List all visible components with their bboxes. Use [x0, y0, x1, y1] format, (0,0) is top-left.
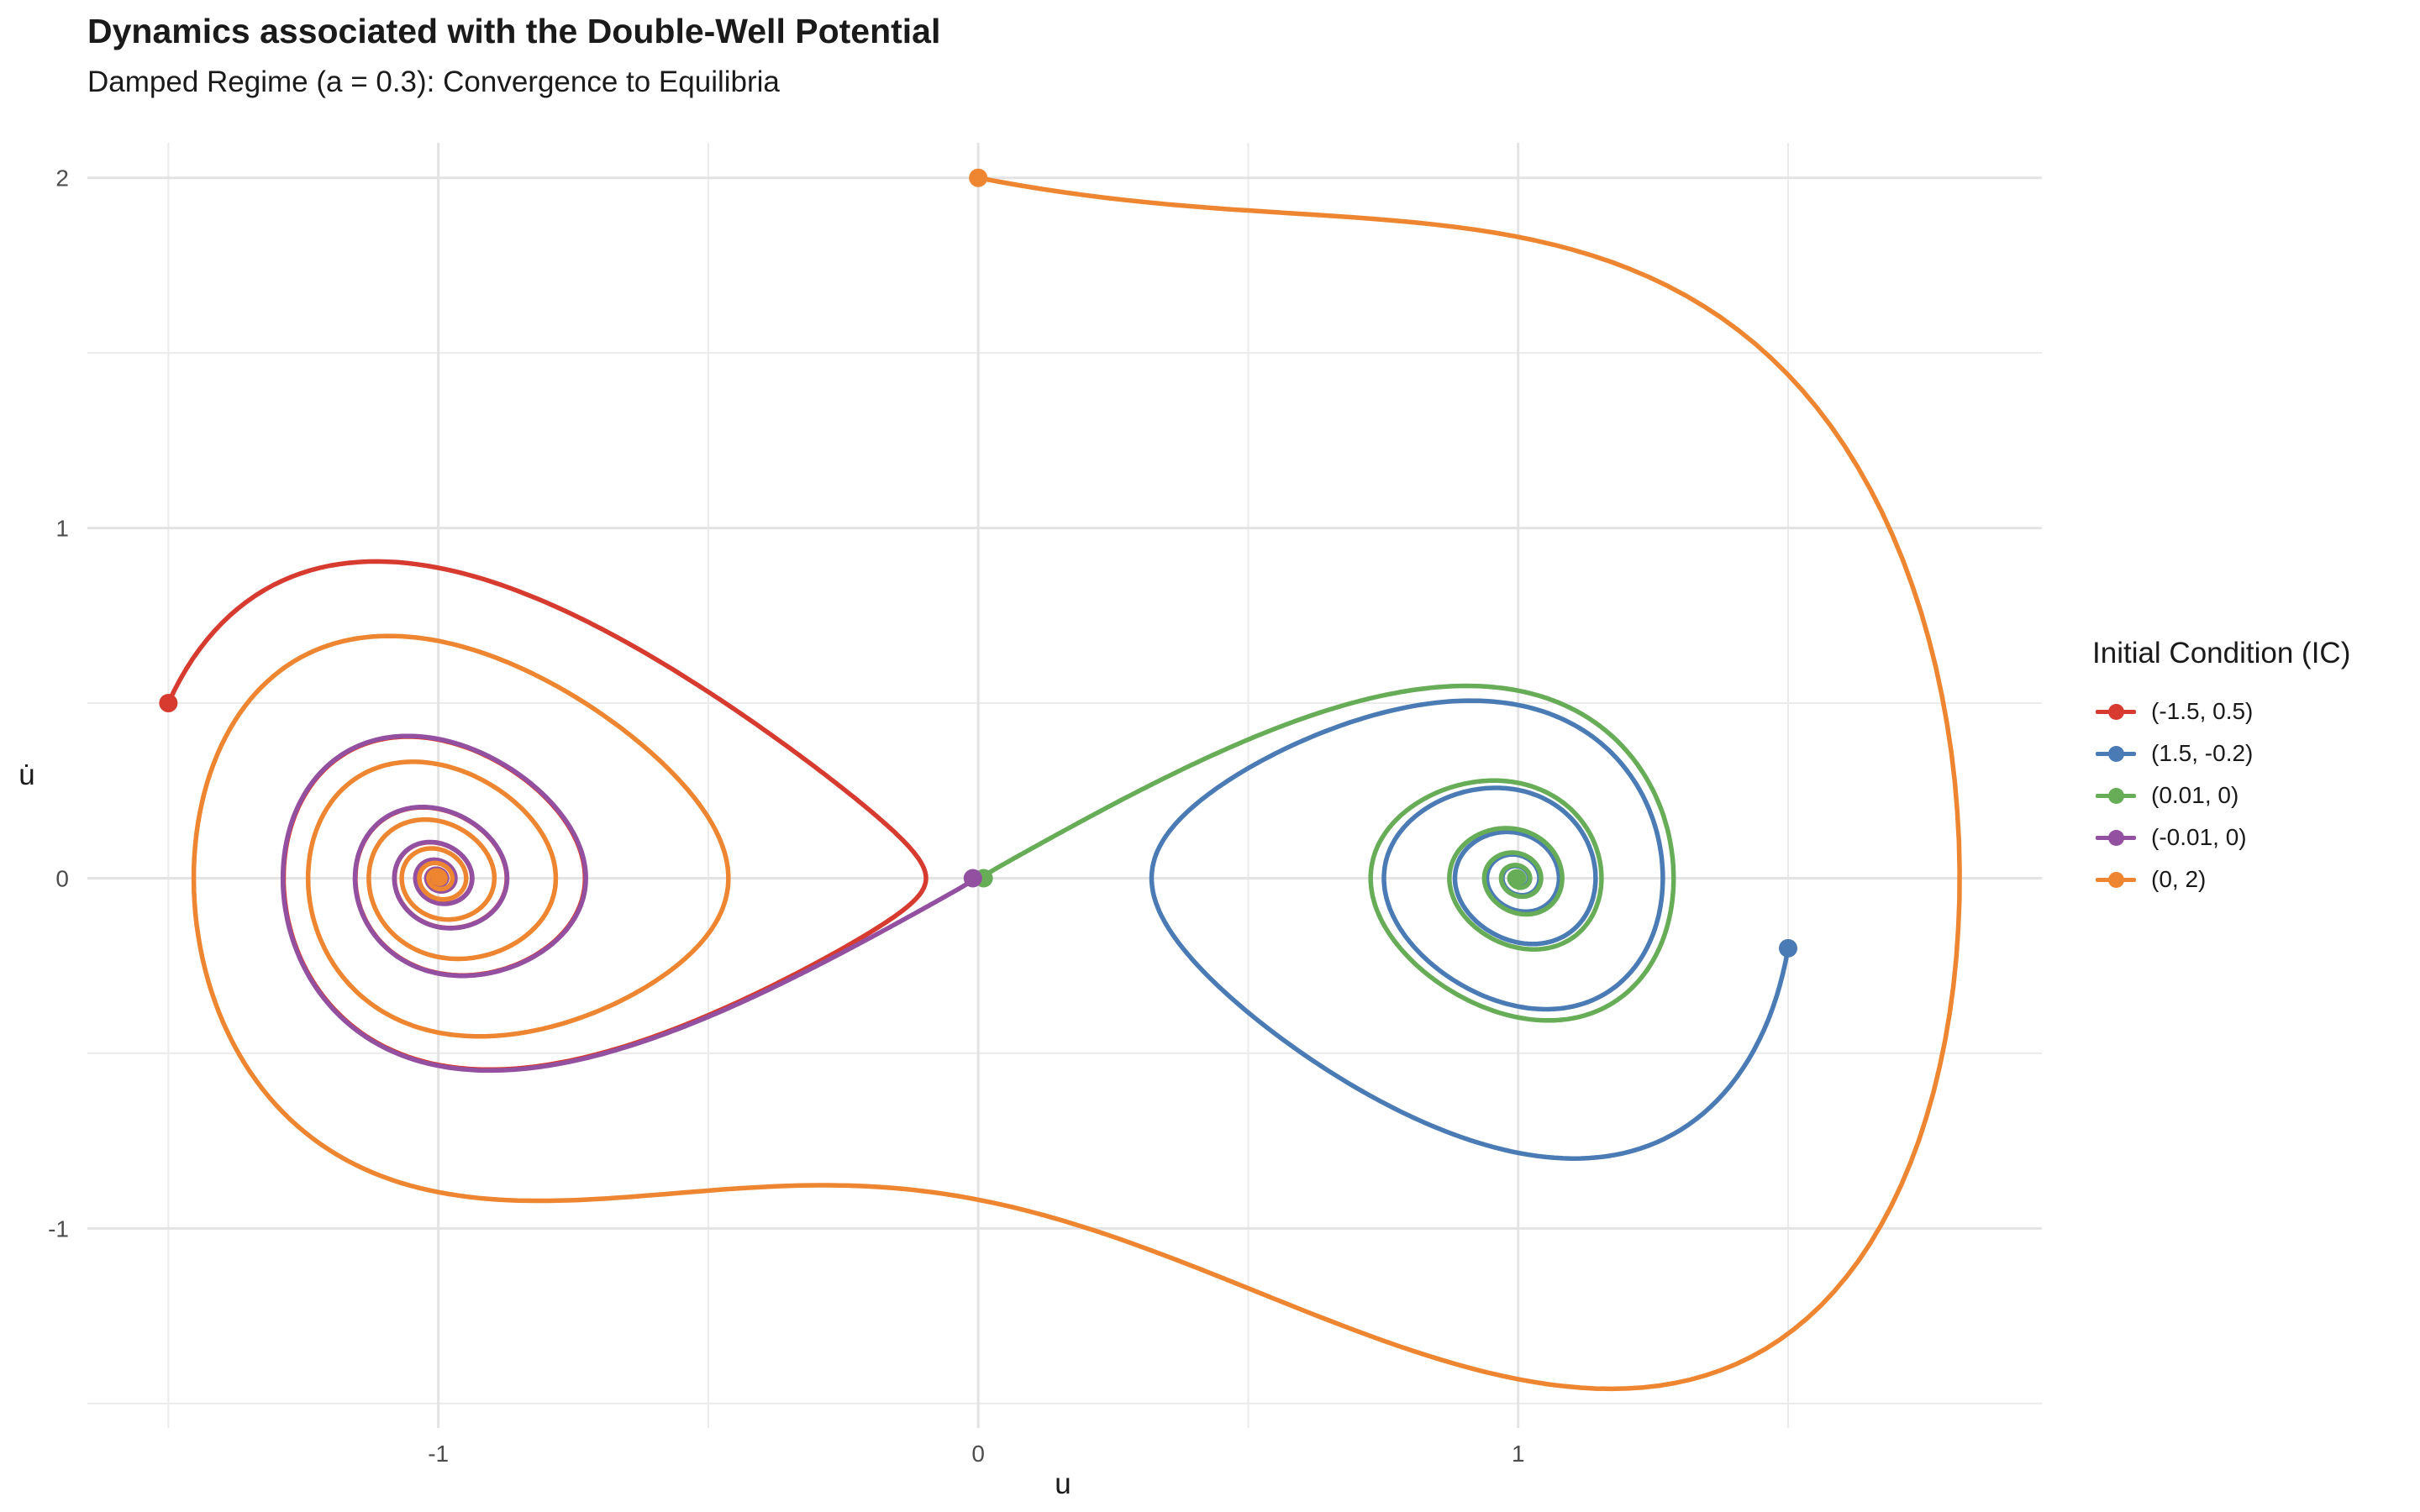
major-grid	[87, 143, 2042, 1428]
legend-item: (-1.5, 0.5)	[2092, 690, 2350, 732]
trajectory-line	[191, 175, 1962, 1392]
legend-label: (-1.5, 0.5)	[2151, 698, 2254, 724]
tick-labels: -1 0 1 -1 0 1 2	[48, 165, 1524, 1467]
x-tick-label: 0	[971, 1441, 985, 1467]
legend-key	[2092, 732, 2139, 774]
trajectory-line	[166, 559, 929, 1073]
legend-label: (0.01, 0)	[2151, 782, 2239, 808]
legend-title: Initial Condition (IC)	[2092, 637, 2351, 669]
legend: Initial Condition (IC) (-1.5, 0.5) (1.5, …	[2092, 637, 2350, 900]
legend-item: (-0.01, 0)	[2092, 816, 2350, 858]
x-tick-label: -1	[428, 1441, 449, 1467]
legend-item: (0, 2)	[2092, 858, 2350, 900]
initial-condition-point	[963, 869, 982, 888]
legend-item: (0.01, 0)	[2092, 774, 2350, 816]
y-tick-label: 1	[55, 516, 69, 542]
trajectory-line	[1149, 698, 1791, 1161]
trajectory-line	[280, 733, 976, 1074]
legend-key	[2092, 816, 2139, 858]
initial-condition-point	[969, 168, 988, 187]
initial-condition-point	[1779, 938, 1798, 958]
legend-label: (-0.01, 0)	[2151, 824, 2247, 850]
legend-key	[2092, 690, 2139, 732]
legend-label: (0, 2)	[2151, 866, 2207, 892]
x-tick-label: 1	[1512, 1441, 1525, 1467]
legend-item: (1.5, -0.2)	[2092, 732, 2350, 774]
legend-key	[2092, 774, 2139, 816]
trajectory-line	[981, 683, 1676, 1023]
y-tick-label: 0	[55, 865, 69, 891]
x-axis-title: u	[1055, 1467, 1071, 1500]
trajectory-layer	[159, 168, 1962, 1392]
legend-key	[2092, 858, 2139, 900]
y-tick-label: 2	[55, 165, 69, 192]
chart-subtitle: Damped Regime (a = 0.3): Convergence to …	[87, 66, 780, 98]
legend-items: (-1.5, 0.5) (1.5, -0.2) (0.01, 0) (-0.01, 0…	[2092, 690, 2350, 900]
minor-grid	[87, 143, 2042, 1428]
chart-title: Dynamics associated with the Double-Well…	[87, 12, 941, 50]
y-tick-label: -1	[48, 1215, 69, 1242]
initial-condition-point	[159, 694, 178, 713]
y-axis-title: u̇	[18, 759, 34, 791]
legend-label: (1.5, -0.2)	[2151, 740, 2254, 766]
